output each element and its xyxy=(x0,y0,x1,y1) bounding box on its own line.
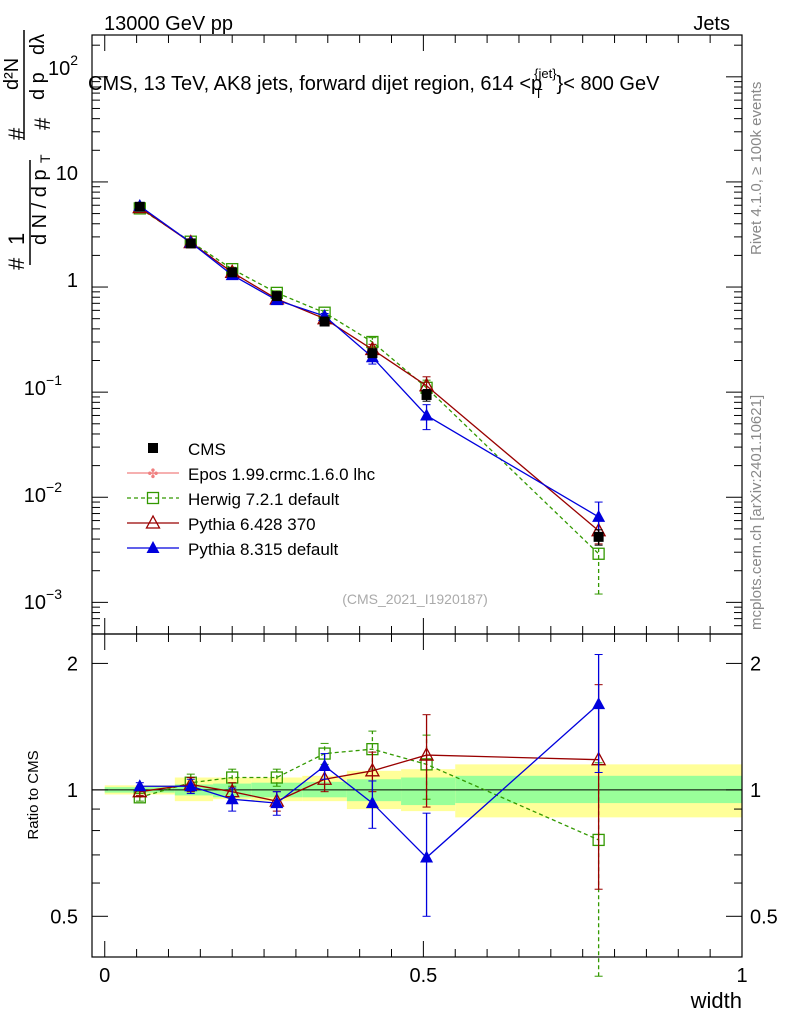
header-right: Jets xyxy=(693,13,730,35)
main-ylabel: # 1 d N / d p T # d²N # d p dλ xyxy=(1,30,55,270)
pythia8-marker xyxy=(592,509,606,522)
ratio-ytick-label-right: 1 xyxy=(750,780,761,802)
pythia6-marker xyxy=(145,514,161,529)
svg-text:1: 1 xyxy=(4,233,29,245)
cms-marker xyxy=(185,238,196,249)
legend-label-cms: CMS xyxy=(188,440,226,459)
ytick-label-1: 1 xyxy=(67,270,78,292)
pythia8-marker xyxy=(225,792,239,805)
main-pythia8-line xyxy=(139,205,599,518)
ytick-label-0.01: 10−2 xyxy=(24,479,62,507)
ytick-label-0.1: 10−1 xyxy=(24,372,62,400)
pythia8-marker xyxy=(133,779,147,792)
legend-label-epos: Epos 1.99.crmc.1.6.0 lhc xyxy=(188,465,376,484)
cms-marker xyxy=(367,348,378,359)
legend-label-herwig: Herwig 7.2.1 default xyxy=(188,490,339,509)
pythia6-marker xyxy=(418,746,435,761)
pythia8-marker xyxy=(270,796,284,809)
svg-text:#: # xyxy=(4,257,29,270)
pythia8-marker xyxy=(184,779,198,792)
cms-marker xyxy=(148,443,158,453)
pythia6-marker xyxy=(364,762,380,777)
arxiv-label: mcplots.cern.ch [arXiv:2401.10621] xyxy=(748,395,765,630)
pythia8-marker xyxy=(420,850,434,863)
analysis-watermark: (CMS_2021_I1920187) xyxy=(342,591,488,607)
herwig-marker xyxy=(146,491,160,505)
ytick-label-0.001: 10−3 xyxy=(24,586,62,614)
xlabel: width xyxy=(690,988,742,1013)
xtick-label: 0.5 xyxy=(409,965,437,987)
legend-label-pythia6: Pythia 6.428 370 xyxy=(188,515,316,534)
cms-marker xyxy=(271,291,282,302)
ratio-ytick-label-right: 0.5 xyxy=(750,906,778,928)
cms-marker xyxy=(593,531,604,542)
pythia6-marker xyxy=(317,770,333,785)
pythia8-marker xyxy=(592,697,606,710)
ratio-herwig-line xyxy=(139,748,599,841)
cms-marker xyxy=(421,389,432,400)
pythia8-marker xyxy=(146,541,160,553)
svg-text:d²N: d²N xyxy=(1,58,23,90)
ratio-ytick-label: 1 xyxy=(67,780,78,802)
svg-text:#: # xyxy=(30,117,55,130)
pythia8-marker xyxy=(365,796,379,809)
svg-text:d p: d p xyxy=(27,72,49,100)
svg-text:T: T xyxy=(37,154,53,163)
epos-marker: ✤ xyxy=(148,466,159,481)
ratio-ytick-label: 0.5 xyxy=(50,906,78,928)
ytick-label-10: 10 xyxy=(56,163,78,185)
header-left: 13000 GeV pp xyxy=(104,13,233,35)
band-inner xyxy=(401,777,456,806)
svg-text:d N / d p: d N / d p xyxy=(29,169,51,245)
svg-text:#: # xyxy=(4,127,29,140)
ytick-label-100: 102 xyxy=(48,52,78,80)
herwig-marker xyxy=(592,547,605,560)
ratio-frame xyxy=(91,633,743,958)
ratio-pythia8-line xyxy=(139,703,600,859)
ratio-ytick-label: 2 xyxy=(67,653,78,675)
herwig-marker xyxy=(270,771,283,784)
main-title: CMS, 13 TeV, AK8 jets, forward dijet reg… xyxy=(88,66,660,101)
cms-marker xyxy=(134,201,145,212)
pythia8-marker xyxy=(420,408,434,421)
xtick-label: 0 xyxy=(99,965,110,987)
pythia8-marker xyxy=(318,758,332,771)
main-ytick-labels: 102 10 1 10−1 10−2 10−3 xyxy=(24,52,78,614)
xtick-label: 1 xyxy=(736,965,747,987)
cms-marker xyxy=(227,267,238,278)
ratio-ylabel: Ratio to CMS xyxy=(25,750,42,839)
legend-label-pythia8: Pythia 8.315 default xyxy=(188,540,339,559)
cms-marker xyxy=(319,316,330,327)
rivet-label: Rivet 4.1.0, ≥ 100k events xyxy=(748,82,765,255)
ratio-pythia6-line xyxy=(139,754,599,802)
ratio-ytick-label-right: 2 xyxy=(750,653,761,675)
svg-text:dλ: dλ xyxy=(27,34,49,55)
